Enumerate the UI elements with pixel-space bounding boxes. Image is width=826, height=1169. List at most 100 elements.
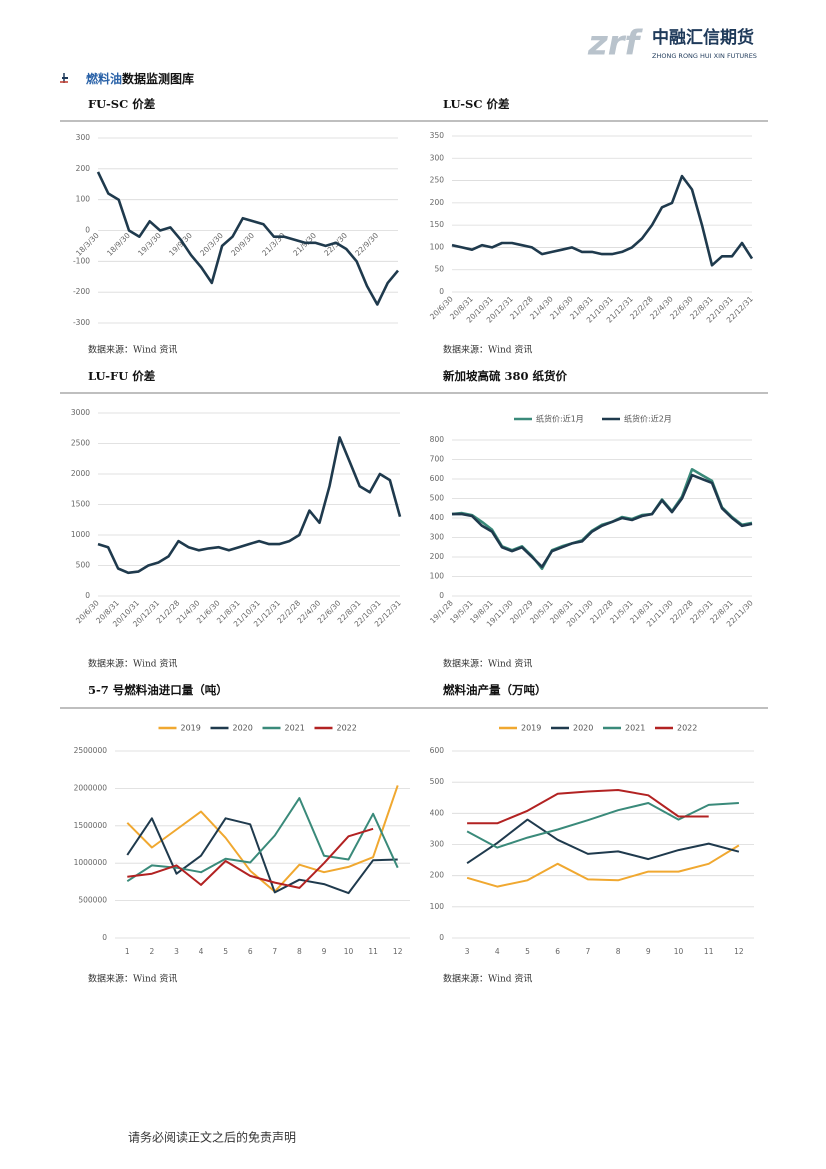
- y-tick-label: 800: [430, 435, 445, 444]
- legend-label: 2021: [625, 724, 645, 733]
- y-tick-label: 1500: [71, 500, 90, 509]
- logo: zrf 中融汇信期货 ZHONG RONG HUI XIN FUTURES: [587, 24, 757, 64]
- chart-source: 数据来源：Wind 资讯: [88, 344, 177, 356]
- y-tick-label: 200: [430, 871, 445, 880]
- x-tick-label: 22/3/30: [322, 231, 349, 258]
- x-tick-label: 22/9/30: [353, 231, 380, 258]
- x-tick-label: 7: [272, 947, 277, 956]
- section-icon: [60, 73, 68, 83]
- y-tick-label: 500000: [78, 896, 107, 905]
- series-line: [451, 468, 753, 570]
- y-tick-label: -100: [73, 256, 90, 265]
- chart-source: 数据来源：Wind 资讯: [443, 658, 532, 670]
- x-tick-label: 5: [223, 947, 228, 956]
- series-line: [127, 827, 374, 889]
- y-tick-label: 400: [430, 513, 445, 522]
- y-tick-label: 2000000: [74, 783, 108, 792]
- y-tick-label: 3000: [71, 408, 90, 417]
- y-tick-label: 100: [430, 902, 445, 911]
- y-tick-label: 1500000: [74, 821, 108, 830]
- chart-source: 数据来源：Wind 资讯: [443, 973, 532, 985]
- legend-label: 2019: [181, 724, 201, 733]
- legend-label: 2019: [521, 724, 541, 733]
- x-tick-label: 2: [149, 947, 154, 956]
- chart-title: 5-7 号燃料油进口量（吨）: [88, 683, 228, 697]
- chart-source: 数据来源：Wind 资讯: [88, 973, 177, 985]
- chart-title: 燃料油产量（万吨）: [442, 683, 547, 697]
- legend-label: 纸货价:近2月: [624, 414, 672, 424]
- chart-source: 数据来源：Wind 资讯: [88, 658, 177, 670]
- y-tick-label: 0: [439, 287, 444, 296]
- legend-label: 纸货价:近1月: [536, 414, 584, 424]
- x-tick-label: 9: [646, 947, 651, 956]
- y-tick-label: 500: [76, 561, 91, 570]
- y-tick-label: 1000000: [74, 858, 108, 867]
- section-title-rest: 数据监测图库: [122, 71, 194, 86]
- y-tick-label: 2500000: [74, 746, 108, 755]
- y-tick-label: 500: [430, 494, 445, 503]
- footer: 请务必阅读正文之后的免责声明: [128, 1130, 296, 1145]
- legend-label: 2021: [285, 724, 305, 733]
- x-tick-label: 6: [248, 947, 253, 956]
- legend-label: 2020: [573, 724, 593, 733]
- series-line: [467, 789, 709, 825]
- y-tick-label: 200: [430, 198, 445, 207]
- y-tick-label: 1000: [71, 530, 90, 539]
- x-tick-label: 3: [174, 947, 179, 956]
- y-tick-label: 100: [76, 195, 91, 204]
- x-tick-label: 11: [368, 947, 378, 956]
- x-tick-label: 21/9/30: [291, 231, 318, 258]
- y-tick-label: -300: [73, 318, 90, 327]
- logo-mark: zrf: [587, 24, 644, 64]
- y-tick-label: 500: [430, 777, 445, 786]
- chart-title: 新加坡高硫 380 纸货价: [443, 369, 568, 383]
- y-tick-label: 300: [430, 533, 445, 542]
- y-tick-label: 0: [102, 933, 107, 942]
- y-tick-label: 350: [430, 131, 445, 140]
- series-line: [96, 171, 399, 306]
- y-tick-label: 2000: [71, 469, 90, 478]
- legend-label: 2022: [677, 724, 697, 733]
- x-tick-label: 10: [674, 947, 684, 956]
- y-tick-label: 0: [439, 591, 444, 600]
- y-tick-label: 250: [430, 176, 445, 185]
- y-tick-label: 300: [430, 153, 445, 162]
- y-tick-label: 600: [430, 474, 445, 483]
- series-line: [126, 817, 398, 895]
- series-line: [451, 174, 754, 267]
- x-tick-label: 5: [525, 947, 530, 956]
- x-tick-label: 9: [322, 947, 327, 956]
- chart-source: 数据来源：Wind 资讯: [443, 344, 532, 356]
- section-title-highlight: 燃料油: [86, 71, 122, 86]
- company-name-en: ZHONG RONG HUI XIN FUTURES: [652, 52, 757, 60]
- x-tick-label: 4: [199, 947, 204, 956]
- series-line: [97, 436, 402, 575]
- y-tick-label: 200: [430, 552, 445, 561]
- company-name: 中融汇信期货: [652, 27, 754, 48]
- y-tick-label: 100: [430, 242, 445, 251]
- x-tick-label: 11: [704, 947, 714, 956]
- chart-title: LU-FU 价差: [88, 369, 156, 383]
- y-tick-label: 300: [76, 133, 91, 142]
- section-title: 燃料油数据监测图库: [86, 71, 194, 86]
- series-line: [466, 818, 740, 865]
- y-tick-label: 100: [430, 572, 445, 581]
- series-line: [452, 473, 753, 569]
- y-tick-label: 600: [430, 746, 445, 755]
- x-tick-label: 18/9/30: [105, 231, 132, 258]
- series-line: [126, 785, 399, 893]
- legend-label: 2022: [337, 724, 357, 733]
- y-tick-label: 150: [430, 220, 445, 229]
- series-line: [466, 802, 739, 849]
- x-tick-label: 8: [616, 947, 621, 956]
- x-tick-label: 12: [393, 947, 403, 956]
- chart-title: LU-SC 价差: [443, 97, 510, 111]
- x-tick-label: 10: [344, 947, 354, 956]
- y-tick-label: 300: [430, 840, 445, 849]
- series-line: [466, 844, 740, 888]
- x-tick-label: 7: [586, 947, 591, 956]
- x-tick-label: 3: [465, 947, 470, 956]
- y-tick-label: 0: [85, 226, 90, 235]
- y-tick-label: 0: [85, 591, 90, 600]
